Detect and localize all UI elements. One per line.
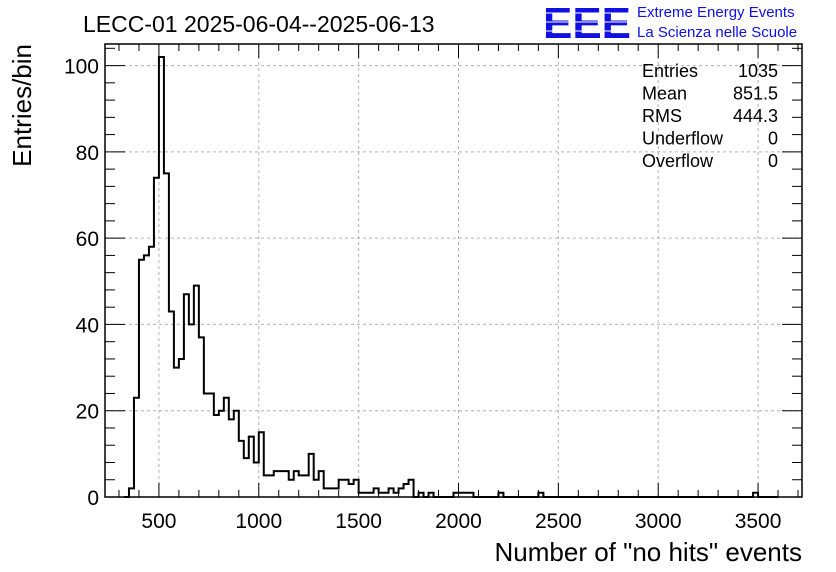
stats-box: Entries 1035 Mean 851.5 RMS 444.3 Underflow 0 Ov… bbox=[642, 61, 778, 171]
stats-label: RMS bbox=[642, 106, 682, 126]
x-tick-labels: 500 1000 1500 2000 2500 3000 3500 bbox=[141, 510, 781, 533]
eee-logo-line1: Extreme Energy Events bbox=[637, 4, 795, 21]
stats-label: Mean bbox=[642, 84, 687, 104]
axis-ticks bbox=[105, 44, 802, 498]
plot-frame bbox=[104, 43, 803, 498]
histogram-bin bbox=[264, 475, 269, 497]
histogram-bin bbox=[229, 419, 234, 497]
x-axis-label: Number of "no hits" events bbox=[495, 537, 803, 567]
histogram-bin bbox=[329, 488, 334, 497]
histogram-bin bbox=[144, 255, 149, 497]
x-tick-label: 3500 bbox=[735, 510, 782, 533]
y-tick-label: 60 bbox=[76, 228, 99, 251]
histogram-bin bbox=[179, 359, 184, 497]
histogram-bin bbox=[304, 475, 309, 497]
y-tick-label: 0 bbox=[87, 487, 99, 510]
y-tick-labels: 0 20 40 60 80 100 bbox=[64, 56, 99, 510]
histogram-bin bbox=[349, 484, 354, 497]
histogram-bin bbox=[149, 247, 154, 497]
eee-logo-mark: EEE bbox=[542, 0, 634, 48]
chart-title: LECC-01 2025-06-04--2025-06-13 bbox=[83, 11, 435, 37]
stats-value: 1035 bbox=[738, 61, 778, 81]
histogram-bin bbox=[174, 368, 179, 497]
eee-logo-icon: EEE bbox=[543, 0, 632, 48]
stats-value: 851.5 bbox=[733, 84, 778, 104]
stats-value: 0 bbox=[768, 129, 778, 149]
grid-lines bbox=[105, 44, 802, 497]
eee-logo-letters: EEE bbox=[543, 0, 631, 42]
histogram-bin bbox=[334, 488, 339, 497]
histogram-bin bbox=[244, 458, 249, 497]
stats-label: Underflow bbox=[642, 129, 724, 149]
x-tick-label: 2500 bbox=[535, 510, 582, 533]
stats-label: Overflow bbox=[642, 151, 714, 171]
x-tick-label: 1000 bbox=[235, 510, 282, 533]
histogram-bin bbox=[279, 471, 284, 497]
x-tick-label: 1500 bbox=[335, 510, 382, 533]
y-tick-label: 100 bbox=[64, 56, 99, 79]
stats-label: Entries bbox=[642, 61, 698, 81]
x-tick-label: 2000 bbox=[435, 510, 482, 533]
stats-value: 444.3 bbox=[733, 106, 778, 126]
histogram-bin bbox=[269, 475, 274, 497]
histogram-bin bbox=[324, 488, 329, 497]
x-tick-label: 3000 bbox=[635, 510, 682, 533]
y-tick-label: 20 bbox=[76, 401, 99, 424]
y-axis-label: Entries/bin bbox=[7, 44, 37, 167]
eee-logo-caption: Extreme Energy Events La Scienza nelle S… bbox=[637, 3, 797, 43]
x-tick-label: 500 bbox=[141, 510, 176, 533]
histogram-bin bbox=[204, 393, 209, 497]
histogram-bin bbox=[299, 475, 304, 497]
y-tick-label: 40 bbox=[76, 314, 99, 337]
histogram-bin bbox=[314, 480, 319, 497]
histogram-bin bbox=[289, 480, 294, 497]
eee-logo-line2: La Scienza nelle Scuole bbox=[637, 24, 798, 41]
histogram-bin bbox=[219, 411, 224, 497]
stats-value: 0 bbox=[768, 151, 778, 171]
histogram-bin bbox=[214, 415, 219, 497]
y-tick-label: 80 bbox=[76, 142, 99, 165]
histogram-bin bbox=[254, 462, 259, 497]
